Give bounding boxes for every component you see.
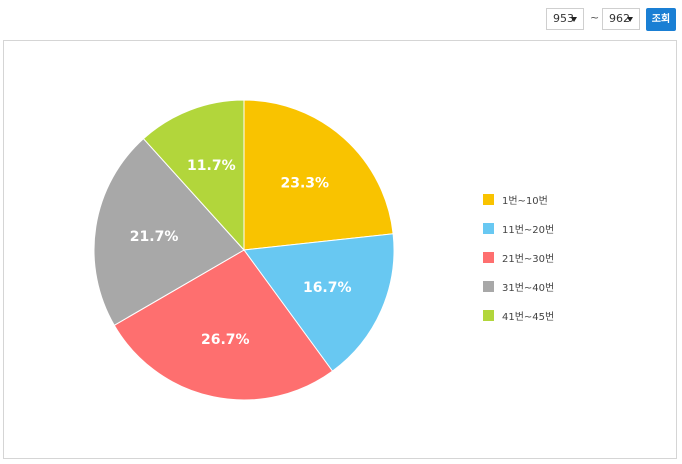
legend-label: 41번~45번 (502, 312, 555, 323)
pie-slice-5[interactable] (142, 99, 245, 252)
pie-chart: 23.3% 16.7% 26.7% 21.7% 11.7% (93, 99, 395, 401)
legend-label: 31번~40번 (502, 283, 555, 294)
chart-panel: 23.3% 16.7% 26.7% 21.7% 11.7% 1번~10번 11번~20번 2… (3, 40, 677, 459)
legend-swatch (483, 252, 494, 263)
slice-value-label: 11.7% (187, 158, 236, 174)
legend-swatch (483, 281, 494, 292)
legend-swatch (483, 310, 494, 321)
pie-slice-3[interactable] (113, 249, 334, 401)
pie-slice-1[interactable] (243, 99, 394, 251)
pie-slice-4[interactable] (93, 137, 245, 326)
legend-swatch (483, 223, 494, 234)
dropdown-caret-icon (627, 17, 633, 22)
slice-value-label: 21.7% (130, 229, 179, 245)
legend-swatch (483, 194, 494, 205)
range-end-select[interactable]: 962 (602, 8, 640, 30)
range-end-value: 962 (609, 12, 630, 25)
slice-value-label: 16.7% (303, 280, 352, 296)
dropdown-caret-icon (571, 17, 577, 22)
legend-label: 11번~20번 (502, 225, 555, 236)
legend-label: 21번~30번 (502, 254, 555, 265)
slice-value-label: 23.3% (280, 175, 329, 191)
pie-slice-2[interactable] (243, 233, 395, 372)
range-separator: ~ (590, 11, 600, 24)
range-start-select[interactable]: 953 (546, 8, 584, 30)
legend-label: 1번~10번 (502, 196, 548, 207)
range-start-value: 953 (553, 12, 574, 25)
slice-value-label: 26.7% (201, 332, 250, 348)
query-button[interactable]: 조회 (646, 8, 676, 31)
